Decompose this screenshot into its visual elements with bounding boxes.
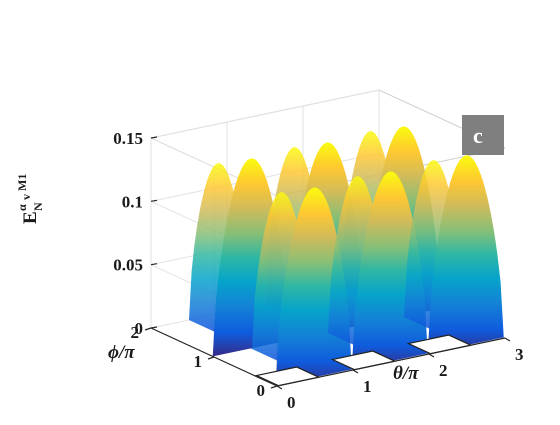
y-tick-mark	[207, 356, 215, 360]
z-axis-ticks: 0 0.05 0.1 0.15	[113, 129, 158, 338]
y-tick-label: 2	[131, 323, 140, 342]
x-tick-mark	[504, 337, 511, 342]
z-axis-label: E α v N M1	[15, 174, 45, 224]
y-axis-label: ϕ/π	[108, 342, 135, 363]
z-axis-label-sup: α	[15, 204, 29, 211]
z-tick-label: 0.15	[113, 129, 143, 148]
z-axis-label-subsub: v	[19, 194, 33, 200]
surface-lobe	[328, 171, 428, 370]
panel-badge-label: c	[473, 123, 483, 148]
x-axis-ticks: 0 1 2 3	[276, 337, 524, 412]
x-tick-mark	[428, 353, 435, 358]
y-tick-label: 1	[194, 352, 203, 371]
z-tick-label: 0	[135, 319, 144, 338]
z-tick-label: 0.1	[122, 192, 143, 211]
panel-badge-box	[462, 115, 504, 155]
x-tick-label: 0	[287, 393, 296, 412]
z-tick-label: 0.05	[113, 256, 143, 275]
z-tick-mark	[150, 326, 158, 329]
panel-badge: c	[462, 115, 504, 155]
z-axis-label-tail: M1	[15, 174, 29, 191]
z-tick-mark	[150, 199, 158, 202]
z-tick-mark	[150, 263, 158, 266]
z-axis-label-main: E	[20, 211, 41, 224]
surface-lobe	[252, 187, 352, 386]
grid-line	[150, 89, 380, 139]
x-axis-label: θ/π	[393, 363, 419, 384]
y-tick-mark	[270, 385, 278, 389]
z-axis-label-sub: N	[31, 202, 45, 211]
y-tick-mark	[144, 327, 152, 331]
y-axis-ticks: 0 1 2	[131, 323, 278, 400]
surface-lobe	[404, 155, 504, 354]
surface-lobe-front	[427, 155, 504, 354]
x-tick-label: 3	[515, 345, 524, 364]
x-axis-line	[276, 337, 506, 387]
y-tick-label: 0	[257, 381, 266, 400]
x-tick-mark	[276, 385, 283, 390]
surface	[189, 126, 504, 386]
x-tick-label: 2	[439, 361, 448, 380]
surface-lobe-front	[351, 171, 428, 370]
x-tick-mark	[352, 369, 359, 374]
surface-lobe-front	[275, 187, 352, 386]
x-tick-label: 1	[363, 377, 372, 396]
z-tick-mark	[150, 136, 158, 139]
